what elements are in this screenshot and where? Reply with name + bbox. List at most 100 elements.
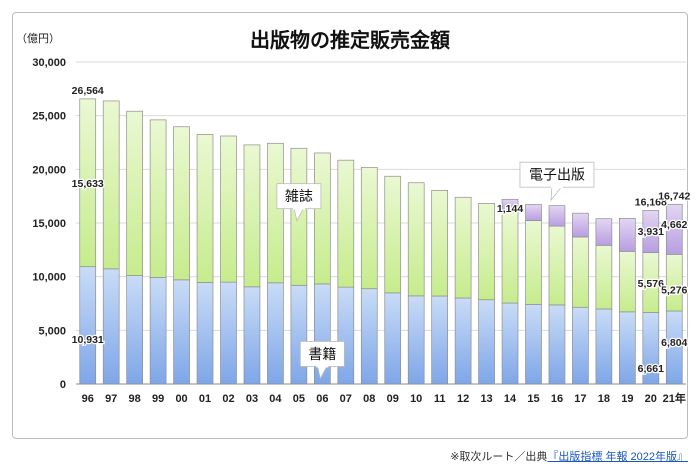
gridlines [76, 61, 686, 385]
x-tick-label: 18 [598, 393, 610, 405]
bar-segment-書籍-05 [290, 284, 308, 385]
bar-segment-電子出版-21年 [665, 203, 683, 255]
data-label: 16,168 [635, 196, 667, 208]
data-labels: 26,564 15,633 10,931 1,144 16,168 3,931 5,576 6… [70, 84, 691, 377]
bar-segment-書籍-04 [267, 282, 284, 385]
callout-text: 雑誌 [285, 189, 313, 205]
x-tick-label: 20 [645, 393, 657, 405]
bar-segment-電子出版-14 [501, 198, 519, 212]
data-label: 4,662 [661, 219, 687, 231]
bar-segment-書籍-16 [548, 304, 566, 385]
bar-segment-雑誌-96 [79, 98, 97, 268]
callout-pointer [550, 185, 563, 202]
bar-segment-雑誌-06 [314, 152, 331, 285]
bar-segment-雑誌-16 [548, 225, 566, 306]
bar-segment-電子出版-19 [619, 218, 636, 252]
data-label: 16,742 [658, 190, 690, 202]
bar-segment-雑誌-10 [407, 182, 425, 297]
bar-segment-書籍-97 [102, 268, 120, 385]
bar-segment-書籍-11 [431, 295, 448, 385]
y-tick-label: 30,000 [32, 57, 66, 69]
x-tick-label: 15 [527, 393, 539, 405]
bar-segment-雑誌-12 [454, 196, 472, 299]
source-note: ※取次ルート／出典『出版指標 年報 2022年版』 [450, 448, 688, 464]
bar-segment-雑誌-02 [220, 135, 237, 283]
x-tick-label: 19 [621, 393, 633, 405]
callout-text: 書籍 [308, 346, 336, 363]
x-tick-label: 05 [293, 393, 305, 405]
x-tick-label: 08 [363, 393, 375, 405]
data-label: 1,144 [497, 203, 523, 215]
bar-segment-書籍-02 [220, 281, 237, 385]
bar-segment-雑誌-15 [525, 220, 542, 305]
bar-segment-書籍-07 [337, 286, 355, 385]
data-label: 5,576 [638, 278, 664, 290]
source-prefix: ※取次ルート／出典 [450, 451, 548, 463]
bar-segment-雑誌-03 [243, 144, 261, 288]
bar-segment-書籍-14 [501, 302, 519, 385]
bars [79, 98, 683, 385]
x-tick-label: 02 [222, 393, 234, 405]
bar-segment-書籍-13 [478, 299, 495, 385]
bar-segment-書籍-00 [173, 279, 190, 385]
x-tick-label: 04 [269, 393, 282, 405]
bar-segment-書籍-09 [384, 292, 402, 385]
bar-segment-電子出版-17 [572, 212, 589, 238]
x-tick-label: 14 [504, 393, 517, 405]
data-label: 3,931 [638, 226, 664, 238]
x-tick-label: 06 [316, 393, 328, 405]
y-tick-label: 20,000 [32, 164, 66, 176]
bar-segment-雑誌-08 [360, 167, 378, 290]
y-axis-unit-label: （億円） [16, 32, 60, 45]
bar-segment-書籍-99 [149, 277, 167, 385]
callout-電子出版: 電子出版 [519, 161, 595, 202]
bar-segment-書籍-10 [407, 295, 425, 385]
x-axis-ticks: 96 97 98 99 00 01 02 03 04 05 06 07 08 09 10 11 12 13 14 15… [82, 391, 686, 405]
bar-segment-書籍-01 [196, 282, 214, 385]
x-tick-label: 97 [105, 393, 117, 405]
callout-box [276, 183, 322, 210]
y-tick-label: 25,000 [32, 111, 66, 123]
callout-雑誌: 雑誌 [276, 183, 322, 222]
bar-segment-雑誌-01 [196, 134, 214, 283]
bar-segment-雑誌-98 [126, 110, 143, 276]
bar-segment-書籍-12 [454, 297, 472, 385]
bar-segment-雑誌-18 [595, 244, 613, 310]
callout-box [519, 161, 595, 188]
bar-segment-雑誌-19 [619, 250, 636, 313]
chart-title: 出版物の推定販売金額 [250, 28, 450, 52]
data-label: 26,564 [72, 85, 104, 97]
data-label: 15,633 [72, 178, 104, 190]
source-reference-link[interactable]: 『出版指標 年報 2022年版』 [547, 451, 688, 463]
bar-segment-雑誌-21年 [665, 253, 683, 312]
x-tick-label: 98 [129, 393, 141, 405]
x-tick-label: 01 [199, 393, 211, 405]
x-tick-label: 99 [152, 393, 164, 405]
bar-segment-書籍-03 [243, 286, 261, 385]
bar-segment-雑誌-11 [431, 189, 448, 297]
x-tick-label: 10 [410, 393, 422, 405]
bar-segment-雑誌-07 [337, 159, 355, 288]
data-label: 10,931 [72, 334, 104, 346]
bar-segment-書籍-96 [79, 266, 97, 385]
bar-segment-電子出版-20 [642, 210, 660, 254]
data-label: 5,276 [661, 285, 687, 297]
x-tick-label: 00 [175, 393, 187, 405]
data-label: 6,661 [638, 363, 664, 375]
x-tick-label: 07 [340, 393, 352, 405]
bar-segment-書籍-19 [619, 311, 636, 385]
x-tick-label: 11 [434, 393, 446, 405]
bar-segment-書籍-17 [572, 306, 589, 385]
callout-書籍: 書籍 [299, 341, 345, 380]
y-tick-label: 0 [60, 379, 66, 391]
bar-segment-書籍-08 [360, 288, 378, 385]
x-tick-label: 03 [246, 393, 258, 405]
bar-segment-雑誌-17 [572, 236, 589, 308]
bar-segment-雑誌-14 [501, 211, 519, 304]
bar-segment-雑誌-13 [478, 203, 495, 301]
y-axis-ticks: 0 5,000 10,000 15,000 20,000 25,000 30,000 [32, 57, 66, 391]
bar-segment-雑誌-00 [173, 126, 190, 281]
bar-segment-電子出版-16 [548, 205, 566, 227]
